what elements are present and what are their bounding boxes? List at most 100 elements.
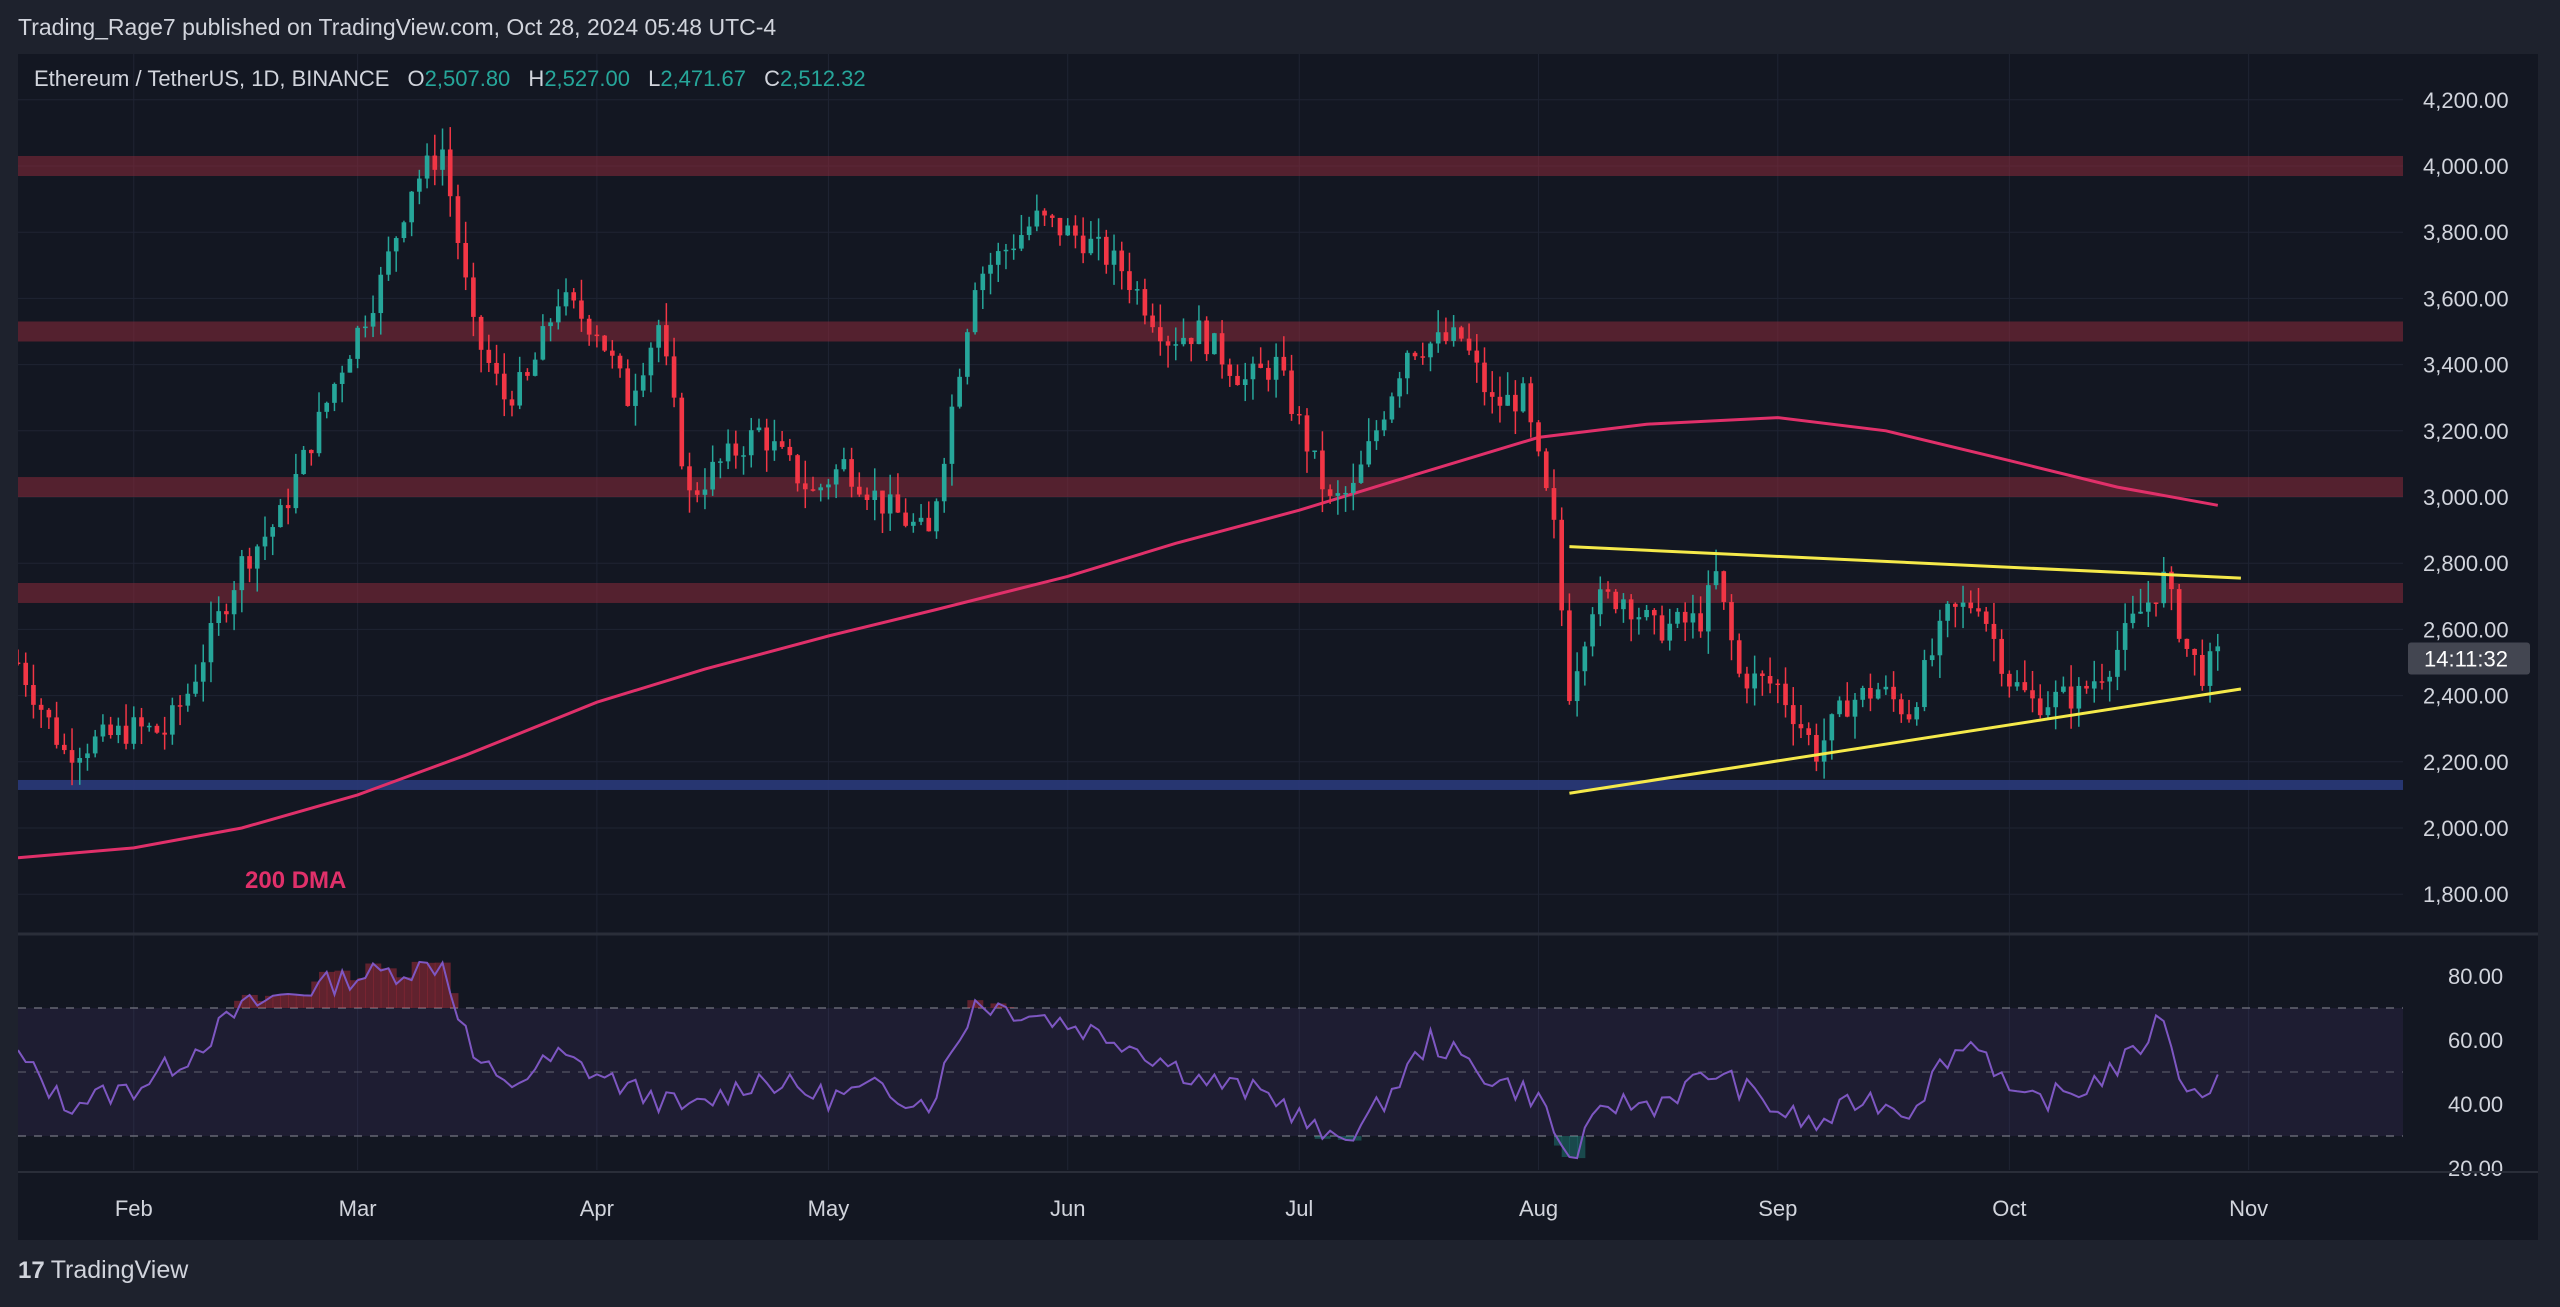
candle-body[interactable] bbox=[872, 490, 878, 500]
candle-body[interactable] bbox=[1513, 394, 1518, 412]
candle-body[interactable] bbox=[2076, 685, 2082, 709]
candle-body[interactable] bbox=[1497, 396, 1503, 406]
candle-body[interactable] bbox=[1073, 225, 1078, 236]
candle-body[interactable] bbox=[1158, 327, 1163, 342]
candle-body[interactable] bbox=[378, 274, 384, 314]
candle-body[interactable] bbox=[1065, 225, 1071, 236]
candle-body[interactable] bbox=[177, 705, 183, 707]
candle-body[interactable] bbox=[146, 725, 152, 728]
candle-body[interactable] bbox=[1736, 640, 1742, 674]
candle-body[interactable] bbox=[2115, 649, 2120, 677]
candle-body[interactable] bbox=[1597, 589, 1603, 615]
candle-body[interactable] bbox=[1505, 394, 1510, 406]
candle-body[interactable] bbox=[254, 546, 260, 569]
candle-body[interactable] bbox=[424, 155, 430, 179]
candle-body[interactable] bbox=[625, 368, 631, 406]
candle-body[interactable] bbox=[648, 347, 654, 376]
candle-body[interactable] bbox=[1389, 396, 1395, 420]
candle-body[interactable] bbox=[262, 536, 268, 547]
candle-body[interactable] bbox=[733, 443, 739, 456]
candle-body[interactable] bbox=[2153, 602, 2159, 604]
candle-body[interactable] bbox=[1350, 482, 1356, 493]
candle-body[interactable] bbox=[1366, 441, 1372, 465]
candle-body[interactable] bbox=[1914, 707, 1920, 720]
candle-body[interactable] bbox=[2161, 571, 2167, 604]
candle-body[interactable] bbox=[1111, 250, 1117, 265]
candle-body[interactable] bbox=[934, 501, 939, 532]
candle-body[interactable] bbox=[1706, 585, 1711, 632]
candle-body[interactable] bbox=[702, 489, 708, 495]
candle-body[interactable] bbox=[417, 178, 422, 192]
candle-body[interactable] bbox=[864, 494, 870, 500]
candle-body[interactable] bbox=[1312, 450, 1318, 452]
candle-body[interactable] bbox=[1651, 609, 1657, 616]
candle-body[interactable] bbox=[1806, 728, 1811, 735]
resistance-zone[interactable] bbox=[18, 582, 2403, 603]
candle-body[interactable] bbox=[1289, 370, 1294, 414]
candle-body[interactable] bbox=[1752, 673, 1757, 689]
candle-body[interactable] bbox=[1080, 235, 1086, 254]
candle-body[interactable] bbox=[1698, 613, 1703, 632]
candle-body[interactable] bbox=[1875, 689, 1881, 699]
candle-body[interactable] bbox=[2122, 623, 2128, 650]
candle-body[interactable] bbox=[1142, 289, 1148, 316]
candle-body[interactable] bbox=[1150, 315, 1155, 328]
candle-body[interactable] bbox=[1474, 350, 1480, 363]
candle-body[interactable] bbox=[1860, 687, 1866, 700]
candle-body[interactable] bbox=[1636, 617, 1642, 620]
candle-body[interactable] bbox=[239, 556, 245, 591]
candle-body[interactable] bbox=[1242, 379, 1248, 386]
candle-body[interactable] bbox=[579, 300, 584, 319]
candle-body[interactable] bbox=[1451, 327, 1456, 341]
candle-body[interactable] bbox=[170, 705, 175, 735]
candle-body[interactable] bbox=[1405, 352, 1410, 379]
candle-body[interactable] bbox=[370, 313, 376, 327]
rsi-line[interactable] bbox=[18, 960, 2219, 1160]
candle-body[interactable] bbox=[849, 459, 854, 487]
candle-body[interactable] bbox=[1844, 700, 1850, 717]
candle-body[interactable] bbox=[571, 292, 577, 301]
candle-body[interactable] bbox=[285, 505, 291, 509]
candle-body[interactable] bbox=[1798, 724, 1804, 729]
candle-body[interactable] bbox=[972, 290, 978, 333]
candle-body[interactable] bbox=[308, 449, 314, 454]
candle-body[interactable] bbox=[463, 242, 468, 278]
candle-body[interactable] bbox=[1119, 250, 1125, 272]
candle-body[interactable] bbox=[1019, 235, 1024, 249]
candle-body[interactable] bbox=[339, 372, 345, 384]
candle-body[interactable] bbox=[563, 292, 569, 307]
candle-body[interactable] bbox=[401, 222, 407, 239]
candle-body[interactable] bbox=[694, 490, 700, 495]
candle-body[interactable] bbox=[270, 527, 276, 537]
candle-body[interactable] bbox=[1188, 337, 1194, 345]
candle-body[interactable] bbox=[1165, 341, 1171, 346]
candle-body[interactable] bbox=[1852, 699, 1858, 717]
candle-body[interactable] bbox=[633, 390, 638, 406]
candle-body[interactable] bbox=[185, 693, 191, 706]
candle-body[interactable] bbox=[1034, 210, 1040, 227]
candle-body[interactable] bbox=[2014, 682, 2020, 687]
candle-body[interactable] bbox=[324, 402, 330, 412]
candle-body[interactable] bbox=[100, 724, 106, 737]
candle-body[interactable] bbox=[941, 463, 947, 502]
candle-body[interactable] bbox=[1049, 215, 1055, 218]
symbol-name[interactable]: Ethereum / TetherUS, 1D, BINANCE bbox=[34, 66, 390, 91]
candle-body[interactable] bbox=[1204, 320, 1209, 355]
candle-body[interactable] bbox=[1227, 364, 1233, 376]
candle-body[interactable] bbox=[756, 427, 762, 431]
candle-body[interactable] bbox=[61, 744, 67, 751]
candle-body[interactable] bbox=[548, 322, 553, 327]
candle-body[interactable] bbox=[1814, 734, 1819, 762]
candle-body[interactable] bbox=[1821, 740, 1827, 762]
candle-body[interactable] bbox=[2037, 698, 2043, 716]
candle-body[interactable] bbox=[494, 362, 499, 374]
candle-body[interactable] bbox=[2022, 682, 2028, 691]
footer-brand[interactable]: 17 TradingView bbox=[18, 1256, 188, 1285]
support-zone[interactable] bbox=[18, 779, 2403, 790]
candle-body[interactable] bbox=[1374, 430, 1379, 442]
candle-body[interactable] bbox=[1420, 356, 1426, 358]
candle-body[interactable] bbox=[2061, 686, 2066, 692]
candle-body[interactable] bbox=[162, 732, 167, 735]
candle-body[interactable] bbox=[1767, 675, 1773, 684]
candle-body[interactable] bbox=[1605, 589, 1611, 592]
